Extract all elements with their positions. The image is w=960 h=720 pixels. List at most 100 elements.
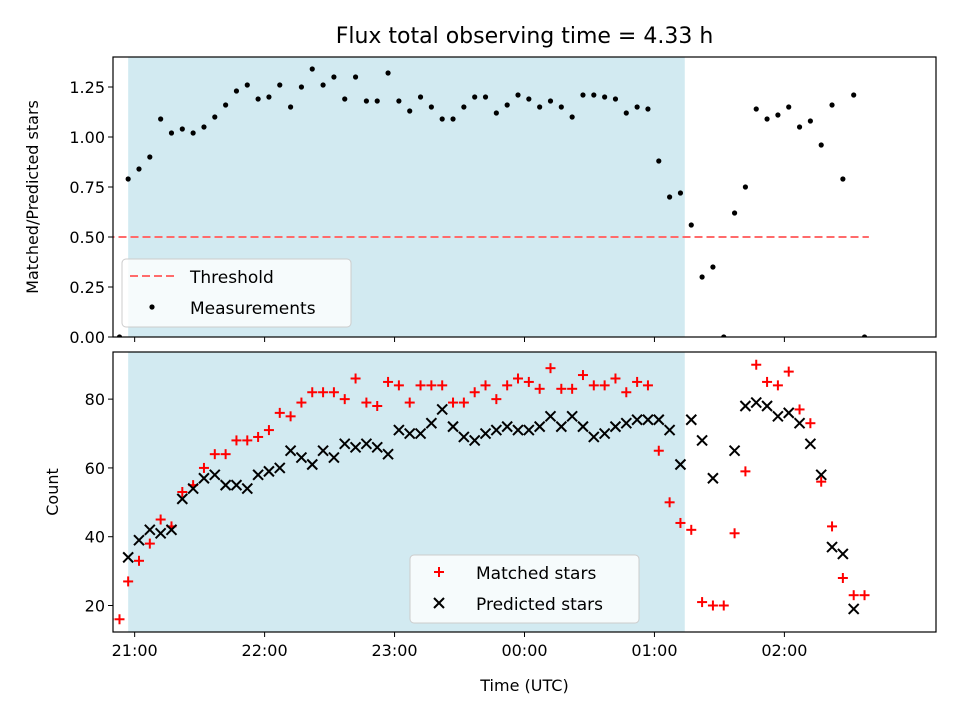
measurement-point <box>147 154 153 160</box>
predicted-legend-label: Predicted stars <box>476 595 603 615</box>
matched-star-point <box>144 538 155 549</box>
matched-star-point <box>242 435 253 446</box>
measurement-point <box>244 82 250 88</box>
bottom-y-axis-label: Count <box>43 468 62 516</box>
predicted-star-point <box>154 527 167 539</box>
matched-star-point <box>491 394 502 405</box>
matched-star-point <box>718 600 729 611</box>
bottom-x-tick-label: 21:00 <box>112 641 158 660</box>
predicted-star-point <box>707 472 719 484</box>
measurement-point <box>212 114 218 120</box>
matched-star-point <box>220 449 231 460</box>
predicted-star-point <box>544 410 557 423</box>
matched-star-point <box>328 387 339 398</box>
threshold-legend-label: Threshold <box>189 268 274 288</box>
predicted-star-point <box>642 414 654 426</box>
measurement-point <box>591 92 597 98</box>
measurement-point <box>515 92 521 98</box>
measurement-point <box>309 66 315 72</box>
bottom-y-tick-label: 80 <box>85 390 105 409</box>
matched-star-point <box>113 618 114 621</box>
predicted-star-point <box>274 462 286 474</box>
bottom-x-tick-label: 22:00 <box>242 641 288 660</box>
matched-star-point <box>523 376 534 387</box>
measurement-point <box>753 106 759 112</box>
measurements-legend-label: Measurements <box>190 299 316 319</box>
predicted-star-point <box>847 603 860 615</box>
predicted-star-point <box>436 403 448 416</box>
predicted-star-point <box>523 424 535 436</box>
predicted-star-point <box>577 420 589 433</box>
top-legend[interactable]: Threshold Measurements <box>121 258 352 328</box>
matched-star-point <box>133 555 144 566</box>
matched-star-point <box>794 404 805 415</box>
matched-star-point <box>361 397 372 408</box>
predicted-star-point <box>133 534 145 546</box>
matched-star-point <box>664 497 675 508</box>
measurement-point <box>116 334 123 337</box>
matched-star-point <box>274 407 285 418</box>
predicted-star-point <box>555 420 568 433</box>
matched-star-point <box>534 383 545 394</box>
predicted-star-point <box>512 424 524 436</box>
matched-star-point <box>350 373 361 384</box>
bottom-legend[interactable]: Matched stars Predicted stars <box>409 554 640 624</box>
measurement-point <box>623 110 629 116</box>
bottom-legend-box <box>409 554 640 624</box>
bottom-axes-layer: 20 40 60 80 21:00 22:00 23:00 00:00 01:00 02:00 <box>85 390 808 660</box>
predicted-star-point <box>468 434 481 447</box>
top-y-tick-label: 0.25 <box>69 278 105 297</box>
matched-star-point <box>621 387 632 398</box>
measurement-point <box>667 194 673 200</box>
measurement-point <box>125 176 131 182</box>
matched-star-point <box>762 376 773 387</box>
predicted-star-point <box>209 469 221 481</box>
matched-star-point <box>610 373 621 384</box>
matched-star-point <box>253 431 264 442</box>
matched-legend-label: Matched stars <box>476 564 596 584</box>
measurement-point <box>472 94 478 100</box>
measurement-point <box>190 130 196 136</box>
measurement-point <box>461 104 467 110</box>
matched-star-point <box>285 411 296 422</box>
bottom-x-tick-label: 02:00 <box>761 641 807 660</box>
predicted-star-point <box>393 424 405 436</box>
predicted-star-point <box>631 414 643 426</box>
measurement-point <box>818 142 824 148</box>
predicted-star-point <box>219 479 232 491</box>
measurement-point <box>374 98 380 104</box>
matched-star-point <box>458 397 469 408</box>
predicted-star-point <box>458 431 470 443</box>
matched-star-point <box>707 600 718 611</box>
measurement-point <box>266 94 272 100</box>
measurement-point <box>840 176 846 182</box>
measurement-point <box>136 166 142 172</box>
predicted-star-point <box>804 438 817 450</box>
matched-star-point <box>859 590 870 601</box>
predicted-star-point <box>230 479 243 491</box>
measurement-point <box>742 184 749 190</box>
measurement-point <box>602 94 608 100</box>
measurement-point <box>493 110 499 116</box>
measurement-point <box>201 124 207 130</box>
predicted-star-point <box>837 548 849 560</box>
matched-star-point <box>383 376 394 387</box>
measurement-point <box>417 94 424 100</box>
measurement-point <box>699 274 705 280</box>
matched-star-point <box>675 517 686 528</box>
predicted-star-point <box>414 427 427 440</box>
predicted-star-point <box>685 414 697 426</box>
matched-star-point <box>404 397 415 408</box>
top-y-tick-label: 1.25 <box>69 78 105 97</box>
predicted-star-point <box>533 420 546 433</box>
predicted-star-point <box>793 417 806 429</box>
predicted-star-point <box>295 451 308 464</box>
matched-star-point <box>155 514 166 525</box>
predicted-star-point <box>328 451 340 464</box>
matched-star-point <box>318 387 329 398</box>
matched-star-point <box>372 401 383 412</box>
predicted-star-point <box>674 458 687 471</box>
measurement-point <box>233 88 240 94</box>
measurement-point <box>807 118 813 124</box>
